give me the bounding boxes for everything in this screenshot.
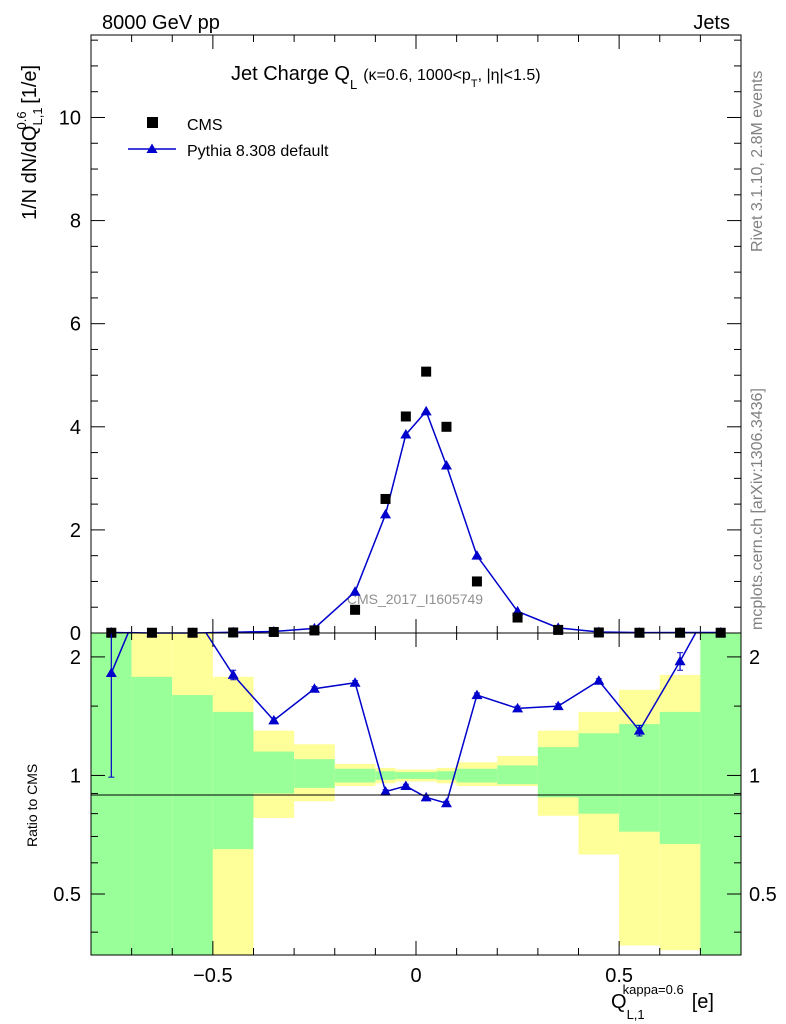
pythia-line (111, 409, 721, 634)
plot-title: Jet Charge QL(κ=0.6, 1000<pT, |η|<1.5) (231, 63, 541, 92)
ratio-pythia-point (552, 700, 564, 711)
cms-point (400, 411, 411, 422)
ratio-pythia-point (420, 791, 432, 802)
cms-point (309, 625, 320, 636)
legend-cms-marker (147, 117, 158, 128)
analysis-watermark: CMS_2017_I1605749 (347, 591, 483, 607)
ratio-band-green-12 (497, 765, 538, 785)
ratio-uncertainty-bands (91, 633, 741, 955)
ratio-ytick-label-l-2: 2 (70, 647, 81, 669)
top-ytick-label-2: 4 (70, 417, 81, 439)
ratio-ytick-label-r-2: 2 (749, 647, 760, 669)
pythia-point (349, 586, 361, 596)
ratio-pythia-point (308, 683, 320, 693)
ratio-band-green-10 (436, 771, 457, 780)
x-axis-label: QL,1kappa=0.6[e] (611, 982, 714, 1022)
ratio-pythia-line (110, 633, 697, 805)
mcplots-reference-text: mcplots.cern.ch [arXiv:1306.3436] (749, 388, 766, 630)
ratio-ytick-label-l-1: 1 (70, 765, 81, 787)
ratio-band-green-4 (253, 751, 295, 794)
cms-point (441, 421, 452, 432)
cms-point (512, 612, 523, 623)
top-ylabel: 1/N dN/dQL,10.6 [1/e] (14, 65, 45, 220)
ratio-pythia-point (440, 797, 452, 808)
ratio-band-green-5 (294, 759, 335, 788)
ratio-pythia-point (146, 571, 157, 581)
ratio-plot-frame (90, 632, 742, 956)
top-ytick-label-4: 8 (70, 211, 81, 233)
ratio-pythia-point (349, 677, 361, 687)
ratio-band-green-1 (131, 676, 173, 955)
legend: CMS Pythia 8.308 default (128, 117, 329, 160)
top-axis-ticks: 0 2 4 6 8 10 (59, 35, 742, 645)
pythia-point (380, 508, 392, 519)
ratio-pythia-point (400, 780, 412, 791)
ratio-pythia-point (512, 702, 524, 713)
cms-point (593, 627, 604, 638)
cms-point (553, 624, 564, 635)
ratio-band-green-15 (619, 724, 660, 832)
ratio-band-green-6 (334, 768, 376, 783)
pythia-point (400, 429, 412, 439)
ratio-pythia-point (227, 669, 239, 679)
ratio-ytick-label-l-0: 0.5 (53, 884, 81, 906)
ratio-pythia-point (380, 786, 392, 796)
ratio-band-green-3 (212, 711, 254, 850)
pythia-point (420, 405, 432, 416)
ratio-pythia-point (633, 725, 645, 735)
ratio-band-green-2 (172, 695, 213, 955)
ratio-xtick-label-0: −0.5 (193, 965, 232, 987)
ratio-pythia-point (593, 675, 605, 685)
ratio-band-green-14 (578, 733, 620, 814)
legend-pythia-label: Pythia 8.308 default (187, 143, 329, 160)
ratio-pythia-point (471, 689, 483, 700)
top-ytick-label-5: 10 (59, 107, 81, 129)
ratio-series-group (105, 571, 726, 808)
ratio-xtick-label-1: 0 (410, 965, 421, 987)
ratio-xtick-label-2: 0.5 (605, 965, 633, 987)
top-ytick-label-0: 0 (70, 623, 81, 645)
pythia-point (471, 550, 483, 560)
ratio-ytick-label-r-0: 0.5 (749, 884, 777, 906)
cms-point (228, 627, 239, 638)
ratio-pythia-point (674, 655, 686, 666)
pythia-point (440, 459, 452, 470)
ratio-pythia-point (268, 714, 280, 725)
ratio-ylabel: Ratio to CMS (24, 764, 40, 847)
ratio-band-green-7 (375, 771, 396, 780)
ratio-pythia-point (715, 582, 726, 592)
top-ytick-label-1: 2 (70, 520, 81, 542)
ratio-pythia-point (105, 667, 117, 678)
cms-point (268, 626, 279, 637)
legend-cms-label: CMS (187, 117, 223, 134)
ratio-band-green-11 (456, 768, 498, 783)
cms-point (421, 366, 432, 377)
ratio-band-green-13 (537, 747, 579, 798)
top-ytick-label-3: 6 (70, 314, 81, 336)
ratio-band-green-8 (395, 772, 416, 779)
rivet-version-text: Rivet 3.1.10, 2.8M events (749, 71, 766, 252)
cms-point (380, 493, 391, 504)
ratio-axis-ticks: −0.5 0 0.5 0.5 0.5 1 1 2 2 (53, 633, 777, 987)
ratio-band-green-9 (416, 772, 437, 779)
ratio-pythia-point (187, 607, 198, 617)
legend-pythia-marker (146, 143, 158, 153)
ratio-ytick-label-r-1: 1 (749, 765, 760, 787)
cms-point (350, 604, 361, 615)
ratio-band-green-16 (659, 711, 701, 844)
ratio-band-green-17 (700, 633, 741, 955)
header-left: 8000 GeV pp (102, 12, 220, 34)
cms-point (471, 576, 482, 587)
header-right: Jets (693, 12, 730, 34)
